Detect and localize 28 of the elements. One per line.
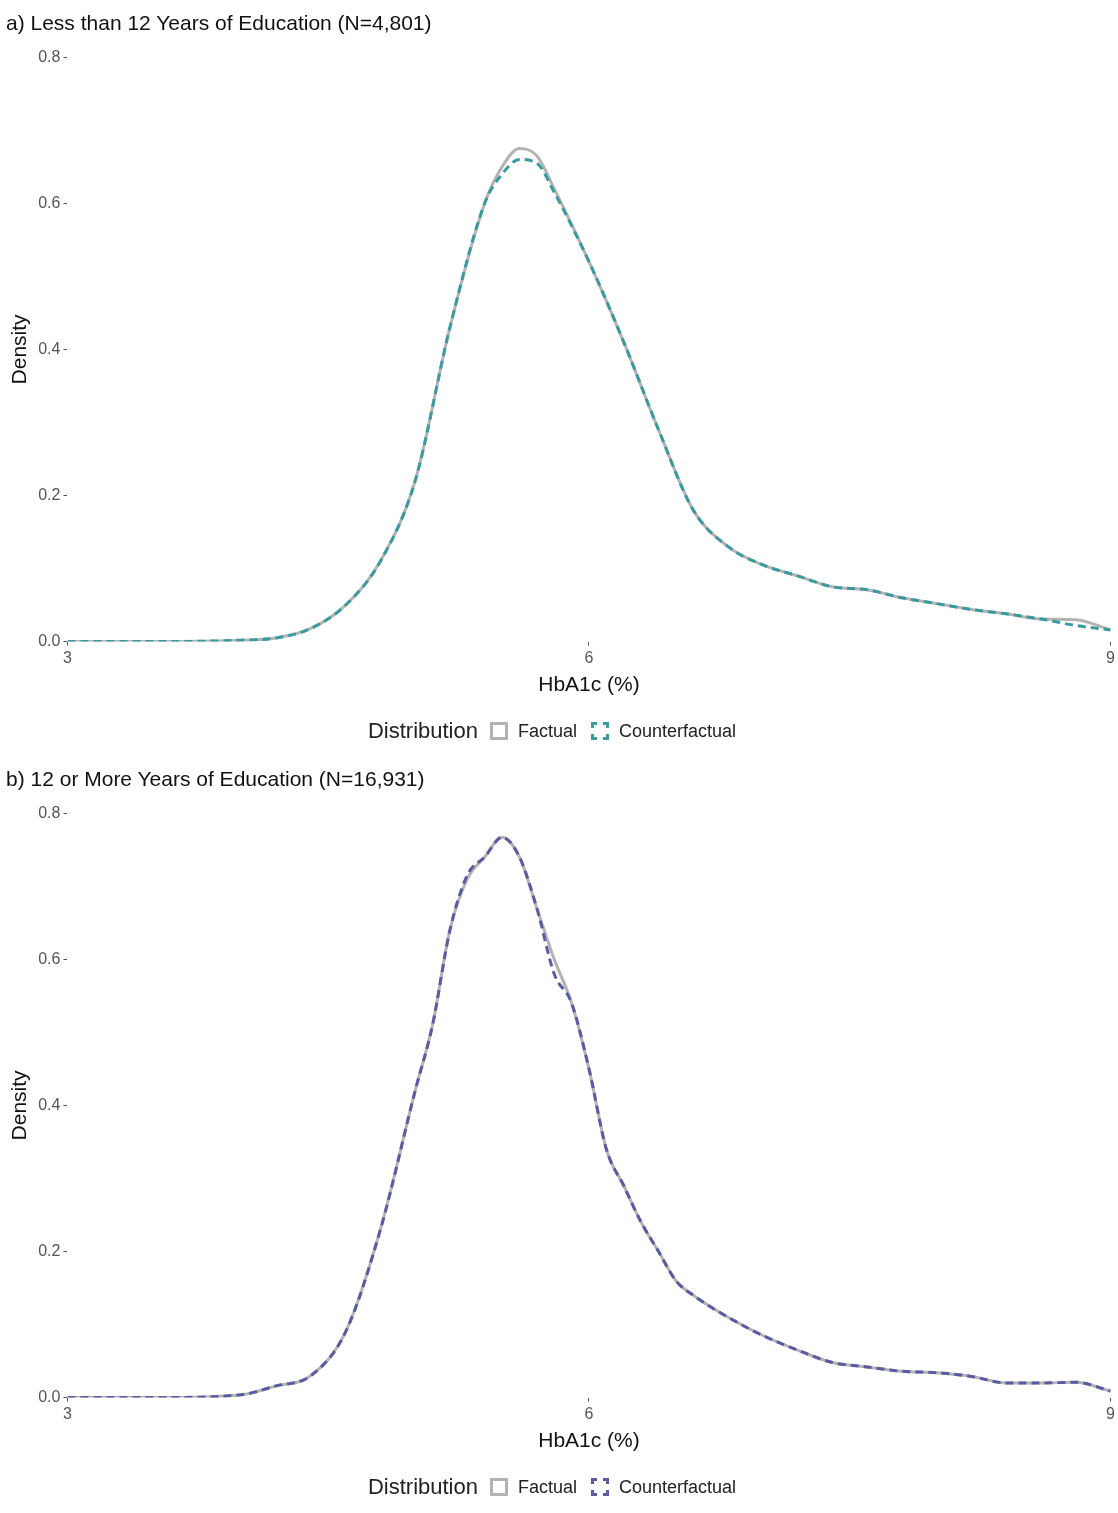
y-tick-label: 0.4 — [38, 339, 61, 357]
y-tick-label: 0.0 — [38, 1388, 61, 1406]
y-axis-title: Density — [7, 1069, 31, 1141]
y-tick-label: 0.4 — [38, 1095, 61, 1113]
y-tick-label: 0.8 — [38, 803, 61, 821]
y-tick-label: 0.6 — [38, 949, 61, 967]
legend-label: Factual — [517, 1476, 577, 1498]
x-axis-title: HbA1c (%) — [538, 1428, 640, 1452]
chart-title: b) 12 or More Years of Education (N=16,931) — [6, 767, 425, 791]
legend-title: Distribution — [367, 1474, 478, 1500]
y-tick-label: 0.0 — [38, 632, 61, 650]
legend-label: Factual — [517, 720, 577, 742]
y-tick-label: 0.2 — [38, 1241, 61, 1259]
legend-label: Counterfactual — [619, 720, 737, 742]
x-axis-title: HbA1c (%) — [538, 672, 640, 696]
y-axis-title: Density — [7, 313, 31, 385]
x-tick-label: 3 — [62, 648, 72, 666]
x-tick-label: 6 — [584, 648, 594, 666]
y-tick-label: 0.2 — [38, 485, 61, 503]
chart-title: a) Less than 12 Years of Education (N=4,801) — [6, 11, 432, 35]
legend-title: Distribution — [367, 718, 478, 744]
y-tick-label: 0.6 — [38, 193, 61, 211]
x-tick-label: 6 — [584, 1404, 594, 1422]
x-tick-label: 3 — [62, 1404, 72, 1422]
legend-label: Counterfactual — [619, 1476, 737, 1498]
y-tick-label: 0.8 — [38, 47, 61, 65]
x-tick-label: 9 — [1106, 1404, 1116, 1422]
x-tick-label: 9 — [1106, 648, 1116, 666]
